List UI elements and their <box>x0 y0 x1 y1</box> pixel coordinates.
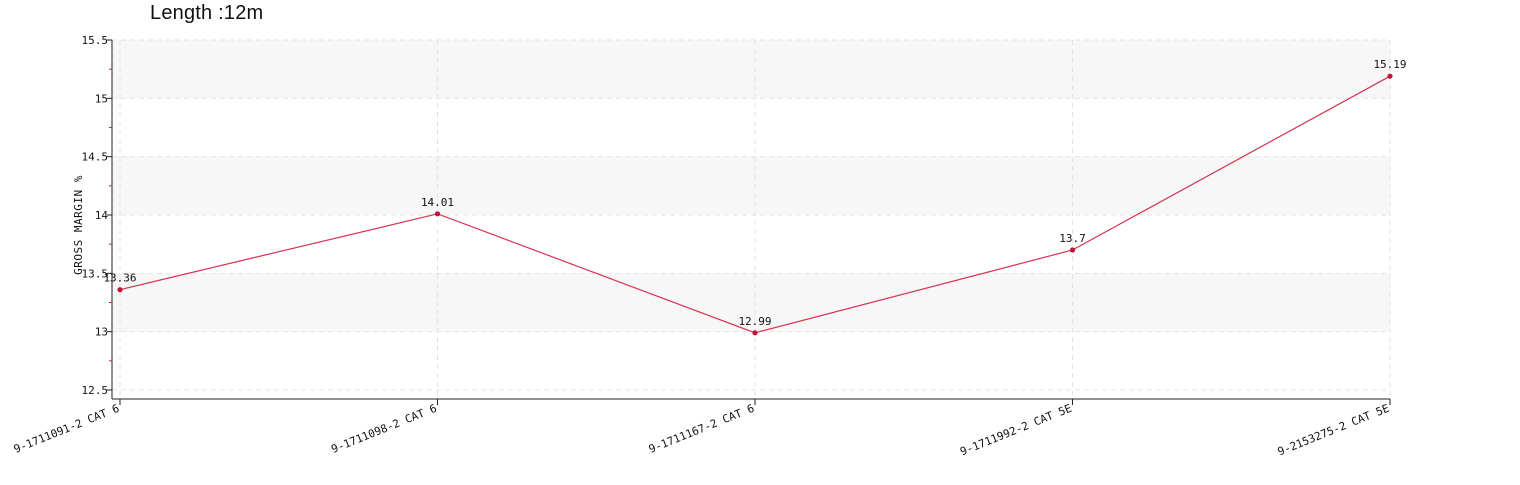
series <box>117 73 1393 336</box>
x-tick-label: 9-1711098-2 CAT 6 <box>329 402 438 456</box>
data-label: 15.19 <box>1373 58 1406 71</box>
x-ticks: 9-1711091-2 CAT 6 9-1711098-2 CAT 6 9-1711… <box>12 399 1391 458</box>
x-tick-label: 9-1711091-2 CAT 6 <box>12 402 121 456</box>
grid-band <box>112 273 1390 332</box>
x-tick-label: 9-1711992-2 CAT 5E <box>958 402 1073 459</box>
grid-band <box>112 156 1390 215</box>
chart-title: Length :12m <box>150 2 264 24</box>
y-tick-label: 15 <box>95 92 108 105</box>
data-point <box>117 287 123 293</box>
data-point <box>434 211 441 217</box>
data-label: 12.99 <box>738 315 771 328</box>
x-tick-label: 9-2153275-2 CAT 5E <box>1276 402 1391 459</box>
x-tick-label: 9-1711167-2 CAT 6 <box>647 402 756 456</box>
data-point <box>1387 73 1393 79</box>
data-point <box>752 330 758 336</box>
y-tick-label: 12.5 <box>82 384 109 397</box>
axes <box>109 40 1390 400</box>
y-tick-label: 15.5 <box>82 34 109 47</box>
y-tick-label: 14 <box>95 209 109 222</box>
data-label: 13.36 <box>103 272 136 285</box>
grid-band <box>112 40 1390 99</box>
background-bands <box>112 40 1390 332</box>
data-labels: 13.36 14.01 12.99 13.7 15.19 <box>103 58 1406 328</box>
data-label: 14.01 <box>421 196 454 209</box>
y-tick-label: 13 <box>95 326 108 339</box>
y-ticks: 12.5 13 13.5 14 14.5 15 15.5 <box>82 34 112 397</box>
y-tick-label: 13.5 <box>82 267 109 280</box>
y-axis-label: GROSS MARGIN % <box>72 175 85 275</box>
data-point <box>1069 247 1076 253</box>
data-label: 13.7 <box>1059 232 1086 245</box>
y-tick-label: 14.5 <box>82 151 109 164</box>
